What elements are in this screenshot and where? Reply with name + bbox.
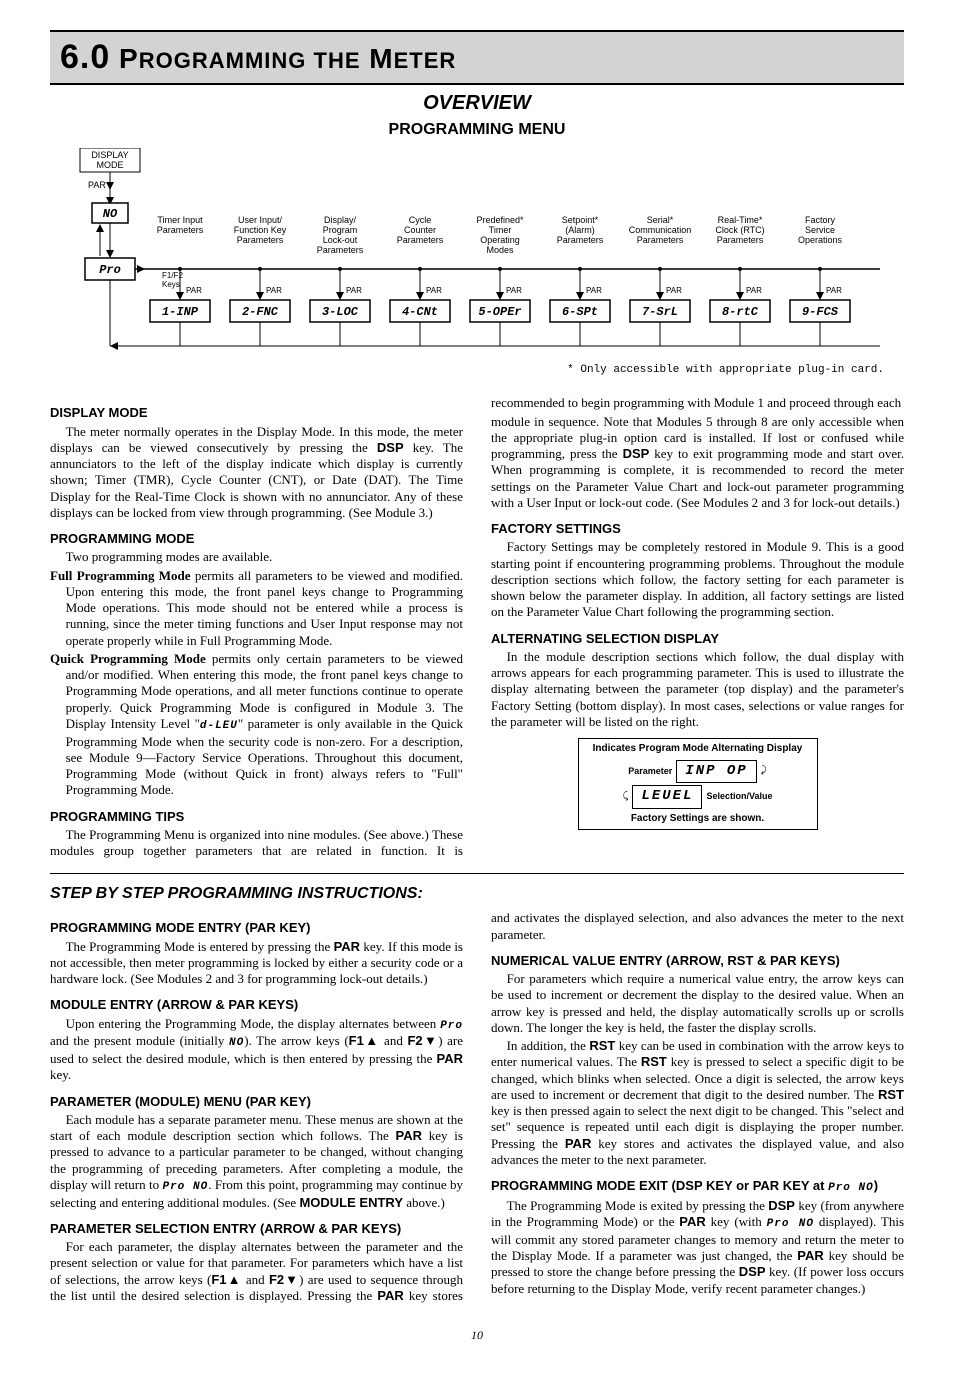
svg-text:Parameters: Parameters <box>397 235 444 245</box>
svg-text:Serial*: Serial* <box>647 215 674 225</box>
diagram-footnote: * Only accessible with appropriate plug-… <box>50 364 884 378</box>
svg-text:Parameters: Parameters <box>317 245 364 255</box>
svg-text:User Input/: User Input/ <box>238 215 283 225</box>
parameter-menu-para: Each module has a separate parameter men… <box>50 1112 463 1211</box>
module-entry-para: Upon entering the Programming Mode, the … <box>50 1016 463 1084</box>
programming-menu-heading: PROGRAMMING MENU <box>50 120 904 140</box>
parameter-menu-heading: PARAMETER (MODULE) MENU (PAR KEY) <box>50 1094 463 1110</box>
programming-tips-heading: PROGRAMMING TIPS <box>50 809 463 825</box>
svg-text:Parameters: Parameters <box>637 235 684 245</box>
factory-settings-heading: FACTORY SETTINGS <box>491 521 904 537</box>
svg-text:Parameters: Parameters <box>717 235 764 245</box>
alternating-display-heading: ALTERNATING SELECTION DISPLAY <box>491 631 904 647</box>
svg-text:PAR: PAR <box>666 286 682 295</box>
section-title-bar: 6.0 PROGRAMMING THE METER <box>50 30 904 85</box>
alternating-display-box: Indicates Program Mode Alternating Displ… <box>578 738 818 830</box>
programming-menu-diagram: DISPLAY MODE PAR NO Pro F1/F2 Keys Timer… <box>50 148 904 358</box>
altbox-arrow-icon: ⤸ <box>761 765 767 778</box>
overview-heading: OVERVIEW <box>50 91 904 116</box>
step-by-step-body: PROGRAMMING MODE ENTRY (PAR KEY) The Pro… <box>50 910 904 1304</box>
svg-text:PAR: PAR <box>586 286 602 295</box>
svg-text:PAR: PAR <box>746 286 762 295</box>
svg-text:5-OPEr: 5-OPEr <box>478 305 521 319</box>
svg-text:9-FCS: 9-FCS <box>802 305 839 319</box>
svg-text:Predefined*: Predefined* <box>476 215 524 225</box>
numerical-entry-heading: NUMERICAL VALUE ENTRY (ARROW, RST & PAR … <box>491 953 904 969</box>
svg-text:Timer: Timer <box>489 225 512 235</box>
prog-mode-exit-para: The Programming Mode is exited by pressi… <box>491 1198 904 1297</box>
prog-mode-exit-heading: PROGRAMMING MODE EXIT (DSP KEY or PAR KE… <box>491 1178 904 1196</box>
display-mode-para: The meter normally operates in the Displ… <box>50 424 463 522</box>
svg-text:6-SPt: 6-SPt <box>562 305 598 319</box>
full-programming-mode-para: Full Programming Mode permits all parame… <box>50 568 463 649</box>
altbox-param-label: Parameter <box>628 766 672 777</box>
svg-text:Parameters: Parameters <box>557 235 604 245</box>
prog-mode-entry-heading: PROGRAMMING MODE ENTRY (PAR KEY) <box>50 920 463 936</box>
altbox-bottom-segment: LEUEL <box>632 785 702 809</box>
svg-text:PAR: PAR <box>426 286 442 295</box>
horizontal-rule <box>50 873 904 874</box>
svg-text:PAR: PAR <box>506 286 522 295</box>
svg-text:8-rtC: 8-rtC <box>722 305 759 319</box>
svg-text:Clock (RTC): Clock (RTC) <box>715 225 764 235</box>
altbox-selection-label: Selection/Value <box>706 791 772 802</box>
step-by-step-title: STEP BY STEP PROGRAMMING INSTRUCTIONS: <box>50 884 904 904</box>
svg-text:Pro: Pro <box>99 263 121 277</box>
section-number: 6.0 <box>60 38 110 76</box>
numerical-entry-para-2: In addition, the RST key can be used in … <box>491 1038 904 1168</box>
svg-text:(Alarm): (Alarm) <box>565 225 595 235</box>
programming-mode-heading: PROGRAMMING MODE <box>50 531 463 547</box>
svg-text:Operating: Operating <box>480 235 520 245</box>
alternating-display-para: In the module description sections which… <box>491 649 904 730</box>
svg-text:Cycle: Cycle <box>409 215 432 225</box>
svg-text:2-FNC: 2-FNC <box>242 305 279 319</box>
svg-text:4-CNt: 4-CNt <box>402 305 438 319</box>
svg-text:PAR: PAR <box>88 180 106 190</box>
svg-text:PAR: PAR <box>826 286 842 295</box>
svg-text:7-SrL: 7-SrL <box>642 305 678 319</box>
svg-text:Operations: Operations <box>798 235 843 245</box>
altbox-header: Indicates Program Mode Alternating Displ… <box>583 743 813 756</box>
svg-text:3-LOC: 3-LOC <box>322 305 359 319</box>
svg-text:Counter: Counter <box>404 225 436 235</box>
svg-text:PAR: PAR <box>266 286 282 295</box>
overview-body: DISPLAY MODE The meter normally operates… <box>50 395 904 859</box>
svg-text:Parameters: Parameters <box>157 225 204 235</box>
svg-text:Communication: Communication <box>629 225 692 235</box>
section-title: 6.0 PROGRAMMING THE METER <box>60 36 894 79</box>
altbox-arrow-icon: ⤹ <box>622 791 628 804</box>
svg-text:Factory: Factory <box>805 215 836 225</box>
module-entry-heading: MODULE ENTRY (ARROW & PAR KEYS) <box>50 997 463 1013</box>
svg-text:Program: Program <box>323 225 358 235</box>
display-mode-heading: DISPLAY MODE <box>50 405 463 421</box>
programming-mode-intro: Two programming modes are available. <box>50 549 463 565</box>
altbox-top-segment: INP OP <box>676 760 756 784</box>
svg-text:Real-Time*: Real-Time* <box>718 215 763 225</box>
svg-text:PAR: PAR <box>346 286 362 295</box>
svg-text:Lock-out: Lock-out <box>323 235 358 245</box>
svg-text:NO: NO <box>103 207 118 221</box>
svg-text:Modes: Modes <box>486 245 514 255</box>
factory-settings-para: Factory Settings may be completely resto… <box>491 539 904 620</box>
svg-text:Service: Service <box>805 225 835 235</box>
svg-text:MODE: MODE <box>97 160 124 170</box>
svg-text:Display/: Display/ <box>324 215 357 225</box>
numerical-entry-para-1: For parameters which require a numerical… <box>491 971 904 1036</box>
svg-text:Timer Input: Timer Input <box>157 215 203 225</box>
svg-text:1-INP: 1-INP <box>162 305 199 319</box>
altbox-footer: Factory Settings are shown. <box>583 813 813 826</box>
svg-text:Parameters: Parameters <box>237 235 284 245</box>
page-number: 10 <box>50 1328 904 1343</box>
svg-text:Function Key: Function Key <box>234 225 287 235</box>
svg-text:PAR: PAR <box>186 286 202 295</box>
prog-mode-entry-para: The Programming Mode is entered by press… <box>50 939 463 988</box>
quick-programming-mode-para: Quick Programming Mode permits only cert… <box>50 651 463 799</box>
svg-text:DISPLAY: DISPLAY <box>91 150 128 160</box>
svg-text:Keys: Keys <box>162 280 180 289</box>
svg-text:Setpoint*: Setpoint* <box>562 215 599 225</box>
programming-tips-para-2: module in sequence. Note that Modules 5 … <box>491 414 904 512</box>
